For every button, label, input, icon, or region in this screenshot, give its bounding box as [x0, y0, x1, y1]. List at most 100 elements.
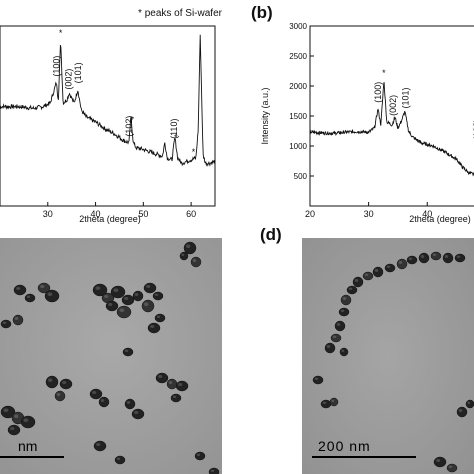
tem-c-particle — [141, 299, 155, 313]
tem-c-particle-highlight — [16, 287, 21, 290]
tem-c-particle-highlight — [186, 244, 191, 248]
tem-c-particle-highlight — [26, 295, 31, 298]
chart-b-ytick-label: 3000 — [289, 22, 307, 31]
tem-c-particle-highlight — [3, 408, 9, 413]
tem-c-particle-highlight — [95, 286, 101, 291]
tem-d-particle — [334, 320, 346, 332]
chart-b-ytick-label: 1000 — [289, 142, 307, 151]
chart-a-xtick-label: 50 — [138, 209, 148, 219]
tem-c-particle-highlight — [23, 418, 29, 423]
tem-c-particle — [110, 285, 126, 299]
tem-c-particle — [166, 378, 178, 390]
tem-c-particle — [170, 393, 182, 403]
tem-c-scale-label: nm — [18, 438, 37, 454]
tem-d-particle-highlight — [432, 253, 437, 256]
tem-c-particle-highlight — [56, 393, 61, 396]
tem-c-particle-highlight — [47, 292, 53, 297]
tem-c-particle — [114, 455, 126, 465]
chart-b-xtick-label: 20 — [305, 209, 315, 219]
chart-a-peak-label: (100) — [51, 56, 61, 77]
tem-d-particle — [324, 342, 336, 354]
tem-c-particle-highlight — [48, 378, 53, 383]
tem-d-particle — [442, 252, 454, 264]
tem-c-particle-highlight — [124, 297, 129, 300]
tem-c-scale-bar — [0, 456, 64, 458]
tem-c-particle — [92, 283, 108, 297]
tem-d-particle-highlight — [340, 309, 345, 312]
tem-c-particle-highlight — [104, 295, 109, 298]
tem-d-particle — [396, 258, 408, 270]
tem-d-particle-highlight — [341, 349, 345, 352]
tem-c-particle-highlight — [196, 453, 201, 456]
tem-c-particle — [98, 396, 110, 408]
tem-d-particle-highlight — [386, 265, 391, 268]
tem-c-particle-highlight — [116, 457, 121, 460]
tem-d-particle-highlight — [398, 261, 403, 264]
tem-c-particle-highlight — [158, 375, 163, 378]
tem-d-particle — [446, 463, 458, 473]
tem-c-particle-highlight — [10, 427, 15, 430]
tem-c-particle-highlight — [150, 325, 155, 328]
chart-b-ytick-label: 500 — [294, 172, 308, 181]
tem-c-particle-highlight — [113, 288, 119, 293]
chart-a-peak-label: (002) — [63, 69, 73, 90]
tem-c-particle-highlight — [168, 381, 173, 384]
tem-c-particle — [105, 300, 119, 312]
chart-a-peak-label: (102) — [124, 116, 134, 137]
tem-d-particle — [329, 397, 339, 407]
tem-c-particle — [175, 380, 189, 392]
tem-d-particle — [338, 307, 350, 317]
chart-a-xtick-label: 30 — [43, 209, 53, 219]
tem-d-scale-label: 200 nm — [318, 438, 371, 454]
tem-image-c: nm — [0, 238, 222, 474]
tem-c-particle-highlight — [62, 381, 67, 384]
tem-c-particle — [131, 408, 145, 420]
tem-c-particle-highlight — [100, 399, 105, 402]
tem-d-particle-highlight — [348, 287, 353, 290]
tem-c-particle-highlight — [181, 253, 185, 256]
tem-d-particle-highlight — [408, 257, 413, 260]
chart-b-peak-label: (002) — [388, 95, 398, 116]
panel-label-b: (b) — [251, 3, 273, 22]
tem-c-particle-highlight — [210, 469, 215, 472]
tem-d-particle — [454, 253, 466, 263]
tem-d-particle-highlight — [448, 465, 453, 468]
tem-d-particle — [465, 399, 474, 409]
tem-c-particle — [20, 415, 36, 429]
tem-d-particle — [372, 266, 384, 278]
tem-d-particle-highlight — [322, 401, 327, 404]
tem-c-particle — [147, 322, 161, 334]
tem-d-particle-highlight — [374, 269, 379, 272]
tem-d-particle — [418, 252, 430, 264]
tem-c-particle — [124, 398, 136, 410]
tem-c-particle — [183, 241, 197, 255]
tem-d-particle-highlight — [342, 297, 347, 300]
tem-c-particle — [37, 282, 51, 294]
chart-b-peak-label: (101) — [401, 87, 411, 108]
tem-c-particle-highlight — [119, 308, 125, 313]
chart-b-peak-label: (100) — [373, 82, 383, 103]
tem-d-particle-highlight — [456, 255, 461, 258]
tem-c-particle-highlight — [124, 349, 129, 352]
tem-d-particle — [430, 251, 442, 261]
tem-c-particle-highlight — [134, 293, 139, 296]
tem-c-particle-highlight — [178, 383, 183, 386]
tem-c-particle — [121, 294, 135, 306]
tem-d-particle-highlight — [436, 459, 441, 462]
tem-c-particle — [190, 256, 202, 268]
tem-d-particle-highlight — [467, 401, 471, 404]
tem-d-scale-bar — [312, 456, 416, 458]
tem-d-particle — [456, 406, 468, 418]
tem-image-d: 200 nm — [302, 238, 474, 474]
chart-a-asterisk: * — [130, 115, 134, 125]
chart-b-xtick-label: 40 — [422, 209, 432, 219]
tem-d-particle-highlight — [364, 273, 369, 276]
chart-b-ytick-label: 1500 — [289, 112, 307, 121]
tem-d-particle — [330, 333, 342, 343]
chart-a-frame — [0, 25, 216, 207]
chart-a-asterisk: * — [174, 132, 178, 142]
tem-d-particle — [339, 347, 349, 357]
tem-c-background — [0, 238, 222, 474]
tem-c-particle-highlight — [126, 401, 131, 404]
